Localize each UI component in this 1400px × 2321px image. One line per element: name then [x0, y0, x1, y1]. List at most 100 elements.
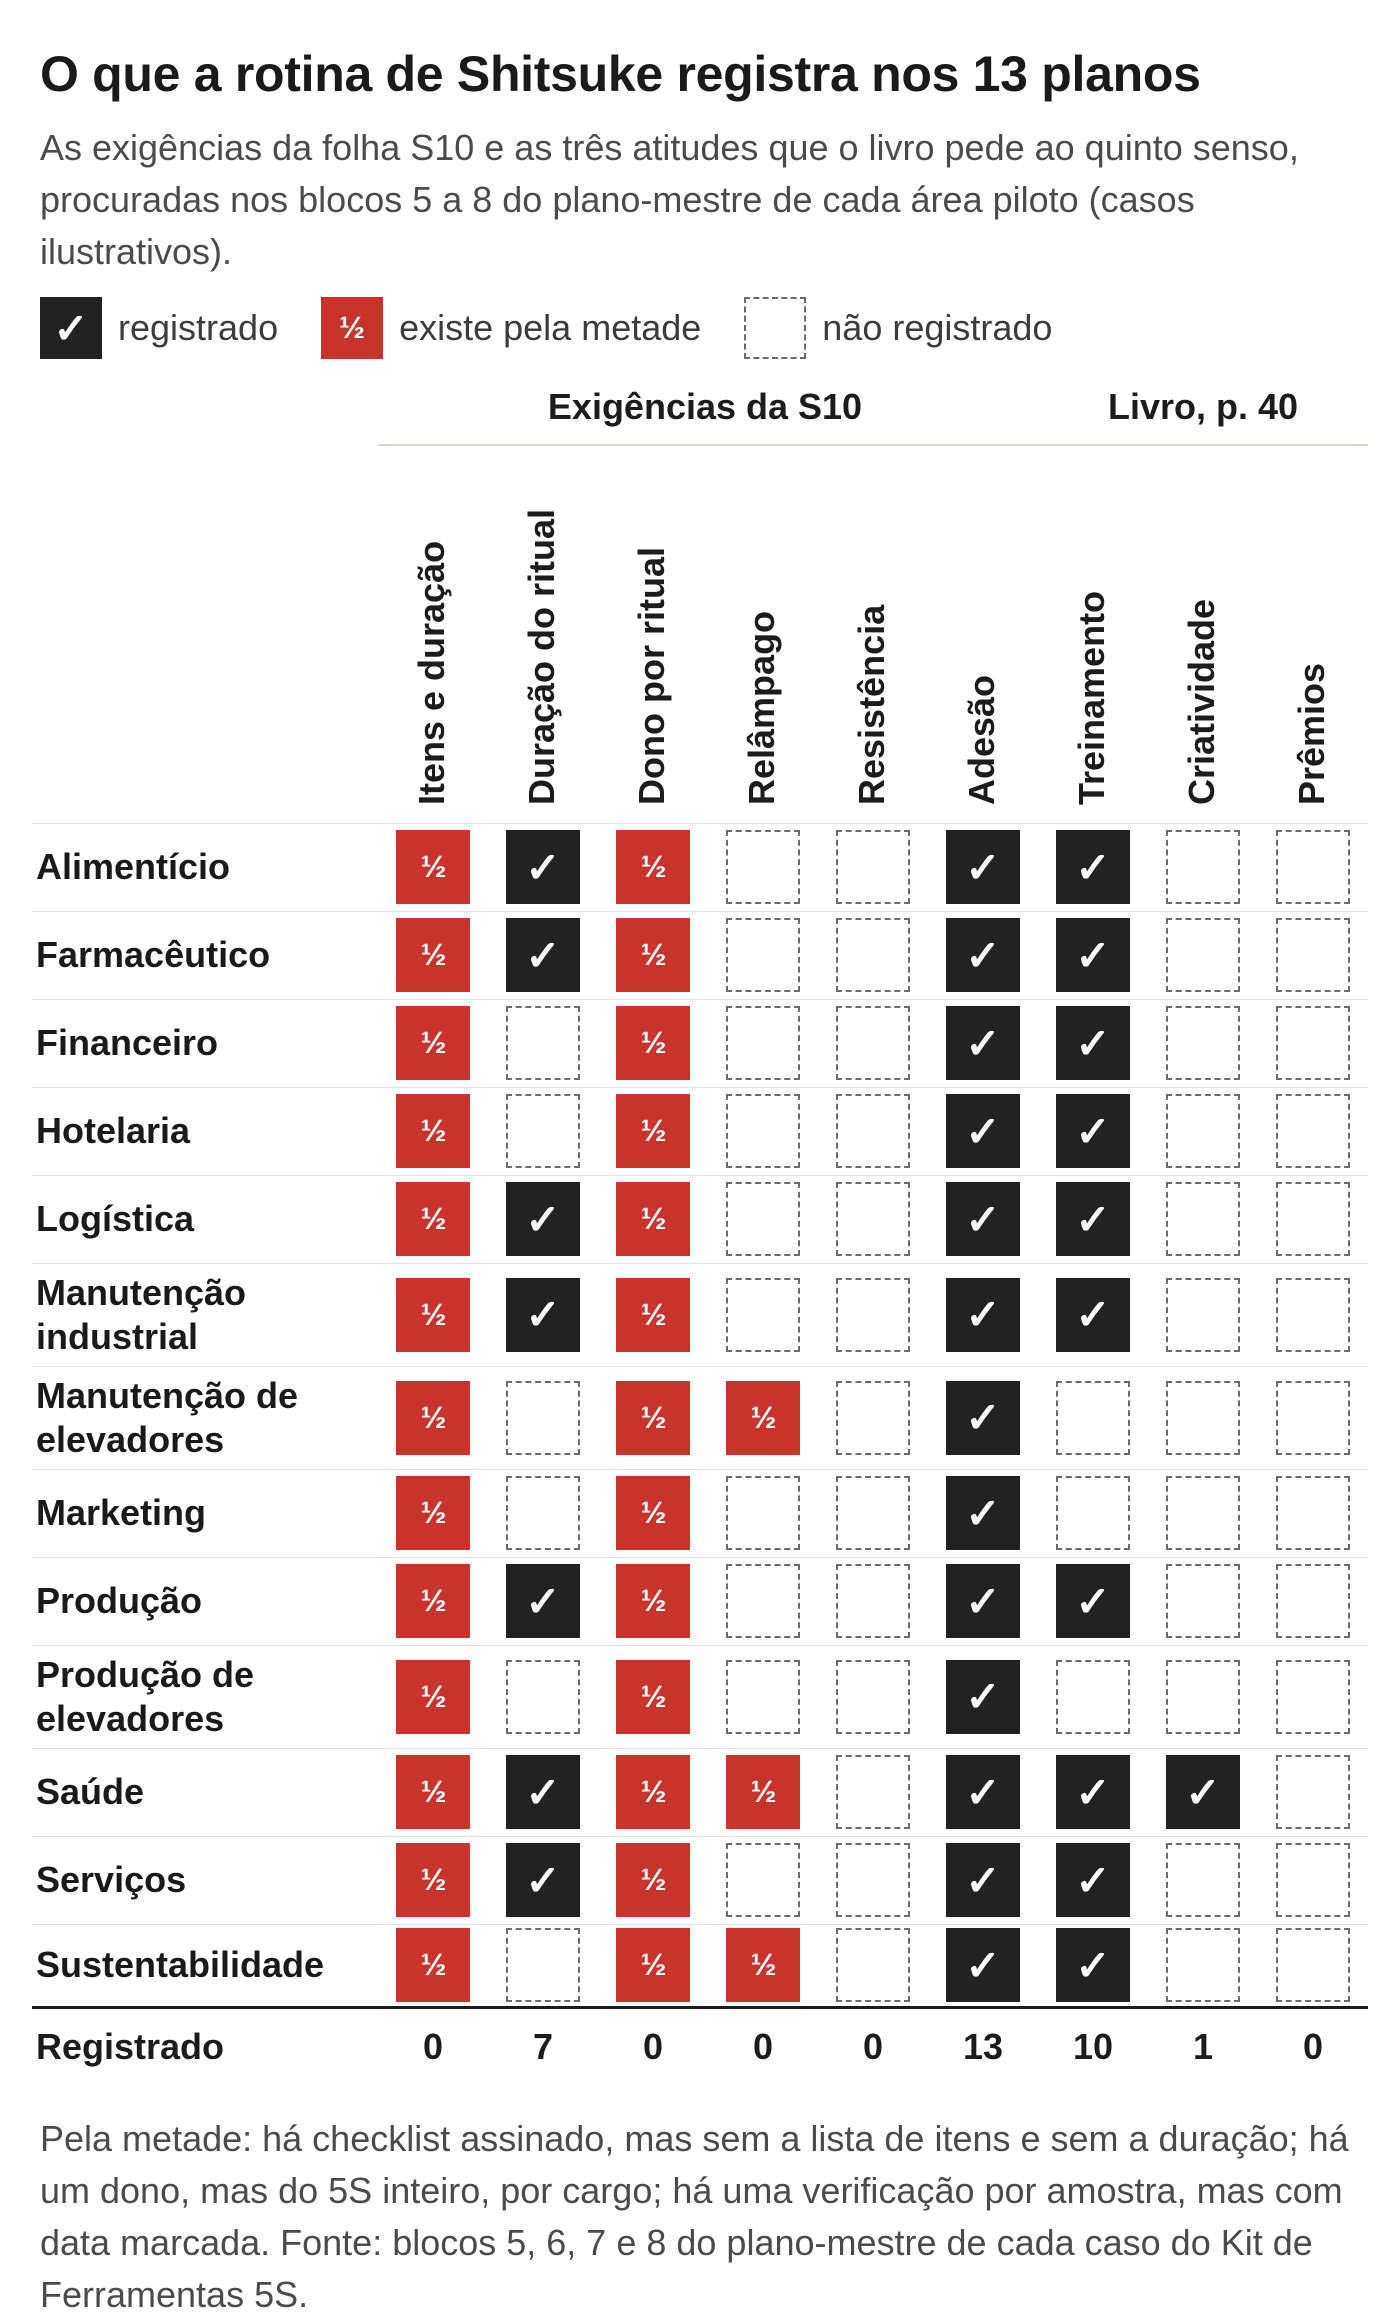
empty-mark-icon — [1276, 1755, 1350, 1829]
empty-mark-icon — [1276, 1380, 1350, 1455]
row-label: Marketing — [36, 1492, 207, 1533]
check-mark-icon: ✓ — [946, 1380, 1020, 1455]
column-header-adesao: Adesão — [961, 674, 1002, 805]
empty-mark-icon — [1166, 830, 1240, 904]
check-mark-icon: ✓ — [506, 1277, 580, 1352]
empty-mark-icon — [836, 1182, 910, 1256]
half-mark-icon: ½ — [396, 1476, 470, 1550]
empty-mark-icon — [726, 1564, 800, 1638]
column-header-duracao-do-ritual: Duração do ritual — [521, 508, 562, 805]
empty-mark-icon — [1056, 1380, 1130, 1455]
check-mark-icon: ✓ — [946, 1277, 1020, 1352]
check-mark-icon: ✓ — [506, 1564, 580, 1638]
half-mark-icon: ½ — [396, 1843, 470, 1917]
empty-mark-icon — [836, 918, 910, 992]
half-mark-icon: ½ — [396, 1928, 470, 2002]
row-divider — [32, 1836, 1368, 1837]
legend-item-none: não registrado — [744, 297, 1052, 359]
check-mark-icon: ✓ — [946, 918, 1020, 992]
total-value-resistencia: 0 — [862, 2026, 884, 2067]
row-divider — [32, 1557, 1368, 1558]
check-mark-icon: ✓ — [1056, 1006, 1130, 1080]
empty-mark-icon — [836, 1755, 910, 1829]
check-mark-icon: ✓ — [946, 1843, 1020, 1917]
totals-label: Registrado — [36, 2026, 225, 2067]
empty-mark-icon — [1276, 830, 1350, 904]
check-mark-icon: ✓ — [946, 1659, 1020, 1734]
row-divider — [32, 911, 1368, 912]
half-mark-icon: ½ — [616, 1094, 690, 1168]
check-mark-icon: ✓ — [946, 1094, 1020, 1168]
empty-mark-icon — [1056, 1476, 1130, 1550]
half-mark-icon: ½ — [396, 1564, 470, 1638]
half-mark-icon: ½ — [396, 1277, 470, 1352]
check-mark-icon: ✓ — [946, 1928, 1020, 2002]
empty-mark-icon — [1166, 1006, 1240, 1080]
column-header-premios: Prêmios — [1291, 662, 1332, 805]
empty-mark-icon — [726, 1094, 800, 1168]
half-mark-icon: ½ — [321, 297, 384, 359]
check-mark-icon: ✓ — [1056, 918, 1130, 992]
total-value-criatividade: 1 — [1192, 2026, 1214, 2067]
check-mark-icon: ✓ — [946, 1564, 1020, 1638]
column-header-itens-e-duracao: Itens e duração — [411, 540, 452, 805]
row-label: Farmacêutico — [36, 934, 271, 975]
row-label: Produção de elevadores — [36, 1653, 255, 1739]
check-mark-icon: ✓ — [1056, 1564, 1130, 1638]
empty-mark-icon — [1166, 918, 1240, 992]
half-mark-icon: ½ — [726, 1755, 800, 1829]
check-mark-icon: ✓ — [506, 918, 580, 992]
empty-mark-icon — [1276, 918, 1350, 992]
row-divider — [32, 823, 1368, 824]
column-header-treinamento: Treinamento — [1071, 590, 1112, 805]
row-divider — [32, 1748, 1368, 1749]
empty-mark-icon — [1166, 1564, 1240, 1638]
half-mark-icon: ½ — [396, 1094, 470, 1168]
total-value-adesao: 13 — [962, 2026, 1004, 2067]
empty-mark-icon — [1166, 1380, 1240, 1455]
check-mark-icon: ✓ — [1056, 1928, 1130, 2002]
column-header-criatividade: Criatividade — [1181, 598, 1222, 805]
column-group-label: Exigências da S10 — [547, 386, 863, 427]
total-value-relampago: 0 — [752, 2026, 774, 2067]
row-divider — [32, 1366, 1368, 1367]
empty-mark-icon — [836, 1094, 910, 1168]
empty-mark-icon — [1166, 1843, 1240, 1917]
half-mark-icon: ½ — [396, 1659, 470, 1734]
empty-mark-icon — [836, 1659, 910, 1734]
row-label: Manutenção de elevadores — [36, 1374, 299, 1460]
empty-mark-icon — [1166, 1928, 1240, 2002]
empty-mark-icon — [1166, 1182, 1240, 1256]
row-divider — [32, 1263, 1368, 1264]
empty-mark-icon — [1166, 1094, 1240, 1168]
check-mark-icon: ✓ — [946, 1755, 1020, 1829]
empty-mark-icon — [836, 1476, 910, 1550]
row-label: Serviços — [36, 1859, 187, 1900]
row-divider — [32, 999, 1368, 1000]
half-mark-icon: ½ — [616, 1928, 690, 2002]
total-value-treinamento: 10 — [1072, 2026, 1114, 2067]
half-mark-icon: ½ — [616, 1564, 690, 1638]
empty-mark-icon — [1276, 1277, 1350, 1352]
legend: ✓ registrado ½ existe pela metade não re… — [40, 297, 1095, 359]
legend-label-registered: registrado — [118, 307, 279, 348]
row-label: Logística — [36, 1198, 195, 1239]
empty-mark-icon — [836, 830, 910, 904]
empty-mark-icon — [726, 918, 800, 992]
row-label: Manutenção industrial — [36, 1271, 247, 1357]
empty-mark-icon — [836, 1006, 910, 1080]
half-mark-icon: ½ — [616, 1843, 690, 1917]
check-mark-icon: ✓ — [1056, 1843, 1130, 1917]
empty-mark-icon — [726, 1182, 800, 1256]
half-mark-icon: ½ — [616, 1755, 690, 1829]
legend-label-half: existe pela metade — [399, 307, 702, 348]
check-mark-icon: ✓ — [946, 1476, 1020, 1550]
empty-mark-icon — [836, 1277, 910, 1352]
half-mark-icon: ½ — [396, 1380, 470, 1455]
empty-mark-icon — [1276, 1476, 1350, 1550]
half-mark-icon: ½ — [616, 1277, 690, 1352]
empty-mark-icon — [836, 1380, 910, 1455]
check-mark-icon: ✓ — [1166, 1755, 1240, 1829]
half-mark-icon: ½ — [616, 918, 690, 992]
half-mark-icon: ½ — [396, 918, 470, 992]
